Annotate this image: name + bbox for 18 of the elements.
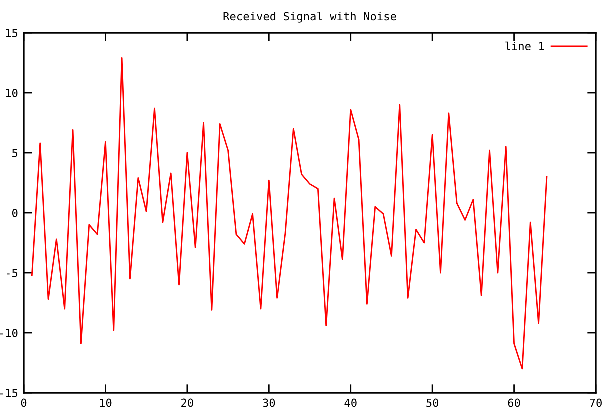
y-tick-label: -15 (0, 389, 18, 398)
y-tick-label: 10 (6, 89, 18, 98)
line-series (31, 58, 548, 370)
legend-label: line 1 (506, 42, 544, 51)
y-tick-label: 0 (12, 209, 18, 218)
y-tick-label: -5 (7, 269, 18, 278)
x-tick-label: 0 (21, 398, 27, 408)
y-tick-label: 5 (12, 149, 18, 158)
x-tick-label: 60 (508, 398, 520, 408)
x-tick-label: 70 (590, 398, 602, 408)
y-tick-label: 15 (6, 29, 18, 38)
chart-title: Received Signal with Noise (224, 12, 396, 23)
x-tick-label: 20 (182, 398, 194, 408)
x-tick-label: 10 (100, 398, 112, 408)
y-tick-label: -10 (0, 329, 18, 338)
x-tick-label: 30 (263, 398, 276, 408)
x-tick-label: 40 (344, 398, 357, 408)
x-tick-label: 50 (426, 398, 439, 408)
